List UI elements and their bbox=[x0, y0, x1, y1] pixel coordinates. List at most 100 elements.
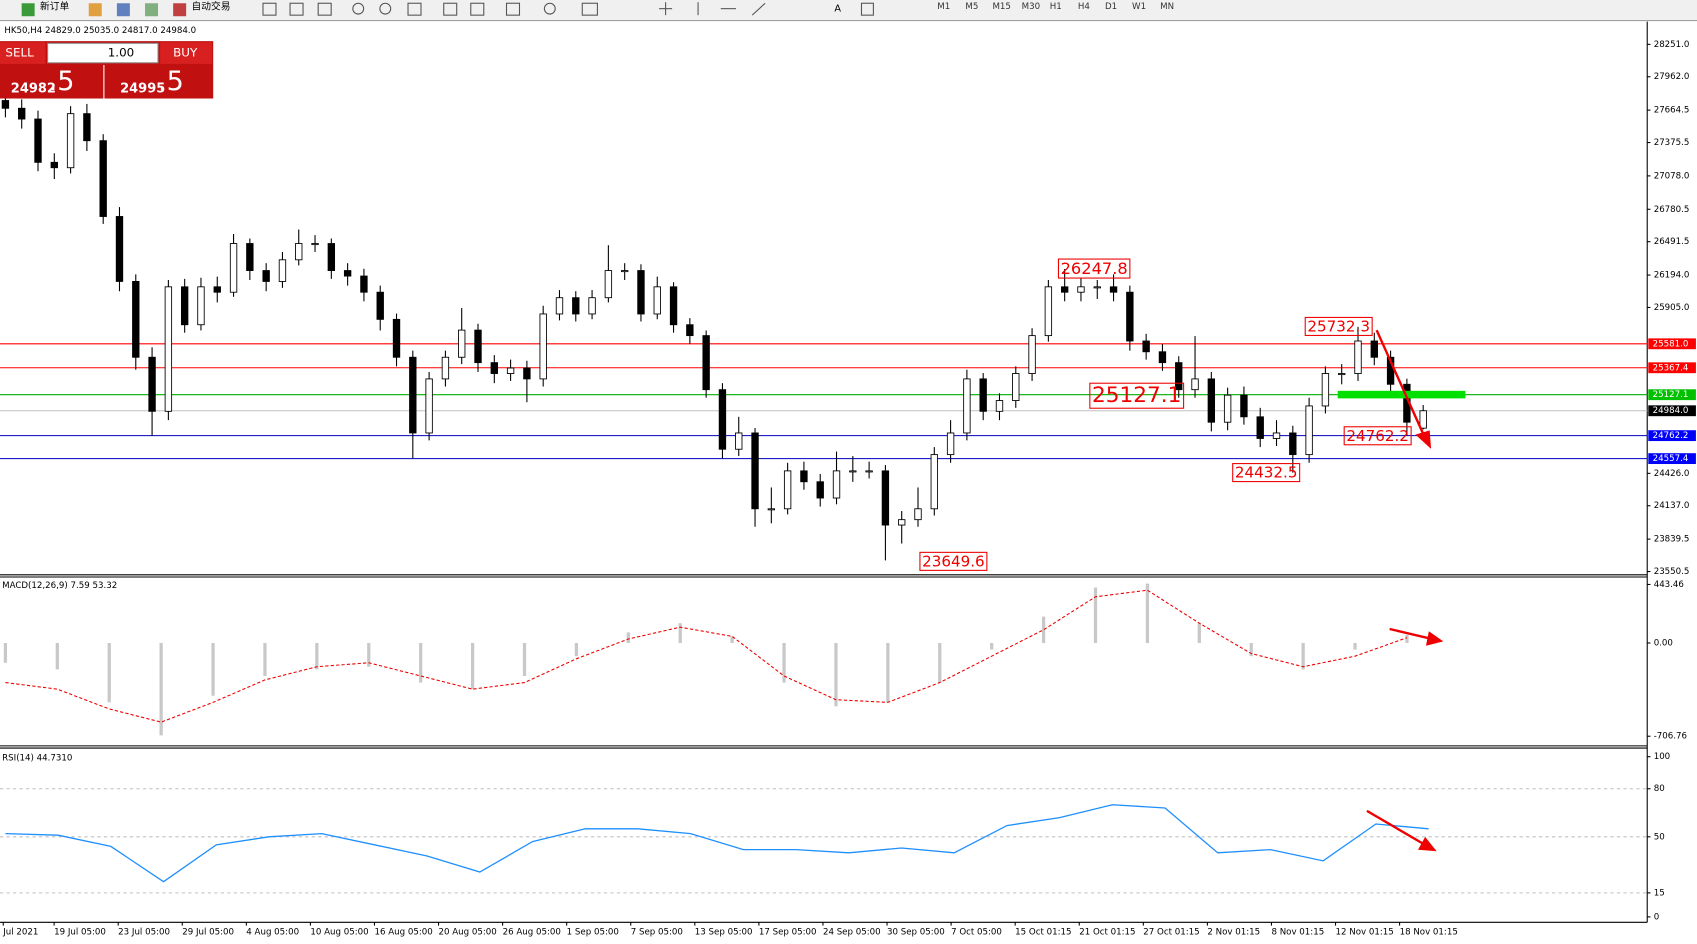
timeframe-button[interactable]: W1 bbox=[1132, 2, 1146, 12]
price-level-label: 25367.4 bbox=[1653, 363, 1689, 373]
trade-panel: SELL 1.00 BUY 24982 .5 24995 .5 bbox=[0, 41, 214, 99]
lot-input[interactable] bbox=[47, 42, 159, 64]
y-tick-label: 24426.0 bbox=[1654, 469, 1690, 479]
macd-bar bbox=[990, 642, 994, 650]
candle-body bbox=[311, 243, 319, 246]
timeframe-button[interactable]: MN bbox=[1160, 2, 1174, 12]
candle-body bbox=[849, 470, 857, 473]
x-tick-label: 2 Nov 01:15 bbox=[1207, 928, 1260, 938]
candle-body bbox=[262, 270, 270, 282]
annotation-box bbox=[1304, 316, 1373, 336]
x-tick-label: 29 Jul 05:00 bbox=[182, 928, 234, 938]
y-tick-label: 27078.0 bbox=[1654, 171, 1690, 181]
tool-icon[interactable] bbox=[145, 3, 159, 17]
ask-fraction[interactable]: .5 bbox=[158, 66, 184, 97]
timeframe-button[interactable]: H4 bbox=[1078, 2, 1090, 12]
candle-body bbox=[914, 508, 922, 521]
bid-price[interactable]: 24982 bbox=[11, 81, 56, 96]
candle-body bbox=[832, 470, 841, 499]
price-level-box bbox=[1648, 389, 1696, 401]
candle-body bbox=[1109, 286, 1118, 293]
x-tick-label: 16 Aug 05:00 bbox=[374, 928, 432, 938]
candle-body bbox=[1240, 394, 1248, 418]
candle-body bbox=[686, 324, 694, 337]
candle-body bbox=[979, 378, 987, 412]
macd-bar bbox=[1301, 642, 1305, 670]
candle-body bbox=[490, 362, 498, 374]
auto-trade-button[interactable]: 自动交易 bbox=[192, 0, 231, 12]
y-tick-label: 26780.5 bbox=[1654, 205, 1690, 215]
bid-fraction[interactable]: .5 bbox=[49, 66, 75, 97]
candle-body bbox=[441, 356, 450, 380]
candle-body bbox=[1060, 286, 1069, 293]
x-tick-label: 1 Sep 05:00 bbox=[567, 928, 619, 938]
sell-button[interactable] bbox=[0, 42, 46, 64]
timeframe-button[interactable]: M15 bbox=[992, 2, 1010, 12]
candle-body bbox=[995, 400, 1004, 412]
annotation-box bbox=[1232, 463, 1301, 483]
macd-bar bbox=[834, 642, 838, 707]
candle-body bbox=[197, 286, 205, 326]
price-level-label: 25127.1 bbox=[1653, 390, 1689, 400]
y-tick-label: 443.46 bbox=[1654, 580, 1684, 590]
x-tick-label: 12 Nov 01:15 bbox=[1336, 928, 1394, 938]
macd-bar bbox=[574, 642, 579, 657]
price-annotation: 24432.5 bbox=[1235, 464, 1298, 482]
timeframe-button[interactable]: H1 bbox=[1050, 2, 1062, 12]
candle-body bbox=[1158, 351, 1167, 364]
candle-body bbox=[148, 356, 156, 412]
tool-icon[interactable] bbox=[88, 3, 102, 17]
annotation-box bbox=[1057, 258, 1131, 279]
timeframe-button[interactable]: M30 bbox=[1022, 2, 1040, 12]
sell-label[interactable]: SELL bbox=[5, 46, 34, 60]
new-order-button[interactable]: 新订单 bbox=[40, 0, 69, 12]
candle-body bbox=[1305, 405, 1313, 456]
macd-bar bbox=[367, 642, 371, 667]
macd-bar bbox=[1405, 635, 1409, 643]
y-tick-label: 23839.5 bbox=[1654, 535, 1690, 545]
new-order-icon[interactable] bbox=[21, 3, 35, 17]
candle-body bbox=[409, 356, 417, 434]
candle-body bbox=[930, 454, 938, 510]
candle-body bbox=[1012, 373, 1020, 401]
y-tick-label: 27664.5 bbox=[1654, 106, 1690, 116]
macd-bar bbox=[1093, 587, 1098, 643]
text-tool-icon[interactable]: A bbox=[834, 4, 841, 15]
tool-icon[interactable] bbox=[116, 3, 130, 17]
timeframe-button[interactable]: M1 bbox=[937, 2, 950, 12]
candle-body bbox=[1321, 373, 1330, 407]
macd-bar bbox=[1353, 642, 1357, 650]
candle-body bbox=[669, 286, 678, 326]
y-tick-label: 80 bbox=[1654, 784, 1665, 794]
candle-body bbox=[572, 297, 580, 315]
highlight-bar bbox=[1337, 390, 1466, 399]
auto-trade-icon[interactable] bbox=[173, 3, 187, 17]
x-tick-label: 20 Aug 05:00 bbox=[439, 928, 497, 938]
timeframe-button[interactable]: D1 bbox=[1105, 2, 1117, 12]
lot-value[interactable]: 1.00 bbox=[108, 46, 134, 60]
buy-button[interactable] bbox=[160, 42, 213, 64]
candle-body bbox=[865, 470, 873, 473]
candle-body bbox=[1338, 373, 1346, 376]
candle-body bbox=[115, 216, 124, 282]
price-annotation: 26247.8 bbox=[1061, 259, 1128, 278]
ask-price[interactable]: 24995 bbox=[120, 81, 165, 96]
price-level-label: 24984.0 bbox=[1653, 406, 1689, 416]
macd-bar bbox=[782, 642, 786, 683]
candle-body bbox=[18, 107, 26, 120]
buy-label[interactable]: BUY bbox=[173, 46, 198, 60]
candle-body bbox=[164, 286, 173, 412]
candle-body bbox=[637, 270, 645, 315]
candle-body bbox=[718, 389, 727, 450]
timeframe-button[interactable]: M5 bbox=[965, 2, 978, 12]
toolbar-icons[interactable] bbox=[262, 2, 874, 16]
candle-body bbox=[1354, 340, 1362, 374]
y-tick-label: 0 bbox=[1654, 912, 1659, 922]
candle-body bbox=[1126, 291, 1134, 342]
y-tick-label: 26194.0 bbox=[1654, 271, 1690, 281]
candle-body bbox=[180, 286, 189, 326]
y-tick-label: 26491.5 bbox=[1654, 237, 1690, 247]
price-level-label: 24557.4 bbox=[1653, 454, 1689, 464]
x-tick-label: 13 Sep 05:00 bbox=[695, 928, 753, 938]
candle-body bbox=[360, 275, 368, 293]
